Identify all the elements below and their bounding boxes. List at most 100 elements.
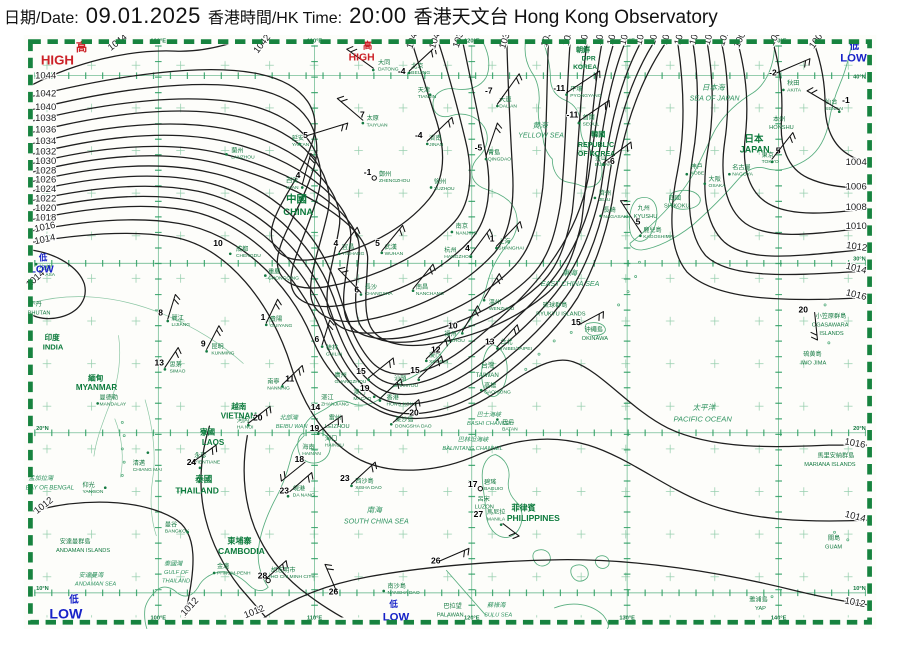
- city-name-zh: 鹿兒島: [643, 226, 661, 234]
- city-name-en: GUIYANG: [270, 323, 292, 329]
- city-name-en: DONGSHA DAO: [395, 423, 432, 429]
- city-name-zh: 北京: [411, 62, 423, 70]
- isobar-value-label: 1012: [844, 596, 867, 610]
- region-label: DPR: [582, 56, 596, 63]
- city-name-zh: 太原: [367, 114, 379, 122]
- station-value: 28: [258, 571, 268, 581]
- region-label: SEA OF JAPAN: [690, 94, 741, 102]
- wind-barb: [461, 305, 482, 332]
- station-value: -4: [398, 66, 406, 76]
- region-label: 南海: [367, 505, 384, 514]
- region-labels: 中國CHINA印度INDIA不丹BHUTAN緬甸MYANMAR寮國LAOS越南V…: [26, 45, 856, 618]
- small-island: [833, 530, 836, 534]
- city-name-en: PHNOM-PENH: [217, 570, 251, 576]
- small-island: [537, 352, 541, 356]
- region-label: 硫黄島: [803, 350, 821, 358]
- wind-barb: [426, 116, 454, 142]
- region-label: 中國: [286, 193, 307, 206]
- observatory-title: 香港天文台 Hong Kong Observatory: [413, 7, 718, 28]
- city-name-en: XISHA DAO: [355, 485, 382, 491]
- wind-barb: [336, 95, 364, 121]
- station-dot: [186, 530, 189, 534]
- station-value: -2: [769, 68, 777, 78]
- city-name-en: FUZHOU: [444, 338, 465, 344]
- graticule-plus-marks: [33, 44, 867, 618]
- region-label: 安達曼海: [79, 571, 104, 579]
- city-name-zh: 巴丹: [502, 419, 514, 426]
- station-dot: [96, 402, 99, 405]
- isobar-value-label: 1020: [35, 203, 56, 214]
- isobar-line: [33, 44, 549, 334]
- city-name-zh: 澳門: [353, 388, 365, 396]
- coastline: [532, 549, 551, 567]
- low-pressure-label: LOW: [840, 53, 867, 65]
- wind-barbs: [164, 46, 840, 592]
- wind-barb: [301, 152, 316, 186]
- region-label: KOREA: [573, 64, 597, 71]
- wind-barb: [440, 547, 470, 562]
- region-label: 日本: [745, 133, 764, 145]
- high-pressure-label: 高: [76, 40, 87, 54]
- region-label: 寮國: [199, 427, 216, 437]
- region-label: PALAWAN: [437, 613, 464, 619]
- station-value: 10: [448, 321, 458, 331]
- region-label: EAST CHINA SEA: [541, 280, 600, 288]
- isobar-line: [33, 44, 571, 340]
- isobar-value-label: 1006: [846, 181, 867, 192]
- city-name-en: MANILA: [487, 516, 506, 522]
- city-name-zh: 馬尼拉: [487, 508, 505, 516]
- city-name-zh: 曼谷: [165, 521, 177, 529]
- small-island: [823, 303, 827, 307]
- city-name-en: VIENTIANE: [194, 459, 221, 465]
- region-label: 巴士海峽: [477, 411, 502, 419]
- city-name-en: LANZHOU: [231, 155, 255, 161]
- station-dot: [407, 71, 411, 75]
- isobar-line: [33, 501, 194, 618]
- grid-label: 40°N: [853, 75, 866, 81]
- small-island: [846, 538, 850, 542]
- isobar-value-label: 1032: [35, 146, 56, 157]
- isobar-line: [33, 44, 666, 415]
- city-name-zh: 溫州: [489, 298, 501, 306]
- station-dot: [320, 345, 324, 348]
- station-value: -4: [415, 130, 423, 140]
- grid-label: 110°E: [307, 615, 322, 621]
- city-name-en: TAIBEI/TAIPEI: [500, 346, 532, 352]
- city-name-zh: 大同: [378, 58, 390, 66]
- grid-label: 110°E: [307, 39, 322, 45]
- city-name-en: GUILIN: [326, 352, 343, 358]
- region-label: 本州: [773, 115, 785, 123]
- station-dot: [146, 451, 150, 455]
- wind-barb: [289, 472, 314, 493]
- wind-barb: [602, 141, 633, 164]
- grid-label: 100°E: [151, 615, 167, 621]
- city-name-en: SENDAI: [825, 106, 843, 112]
- city-name-en: HO CHI MINH CITY: [271, 574, 315, 580]
- small-island: [617, 303, 621, 307]
- station-dot: [599, 214, 602, 218]
- station-dot: [499, 523, 503, 526]
- city-name-zh: 永珍: [194, 451, 207, 459]
- station-value: 19: [310, 423, 320, 433]
- station-dot: [317, 432, 320, 436]
- city-name-en: MACAO: [353, 396, 371, 402]
- city-name-zh: 西安: [286, 177, 298, 185]
- region-label: LEIZHOU: [325, 424, 350, 430]
- small-island: [524, 367, 528, 371]
- wind-barb: [485, 122, 503, 157]
- station-dot: [371, 68, 375, 72]
- city-name-zh: 仙台: [825, 98, 837, 106]
- city-name-zh: 延安: [292, 134, 304, 142]
- city-name-en: TIANJIN: [418, 94, 437, 100]
- region-label: BAY OF BENGAL: [26, 485, 74, 492]
- station-dot: [350, 484, 353, 488]
- city-name-zh: 海南: [302, 443, 314, 451]
- station-dot: [417, 378, 421, 382]
- isobar-line: [33, 44, 588, 343]
- city-name-zh: 河內: [237, 416, 249, 424]
- time-value: 20:00: [349, 3, 407, 28]
- region-label: 菲律賓: [512, 502, 536, 512]
- city-name-en: SHANTOU: [394, 383, 418, 389]
- time-label: 香港時間/HK Time:: [207, 10, 343, 27]
